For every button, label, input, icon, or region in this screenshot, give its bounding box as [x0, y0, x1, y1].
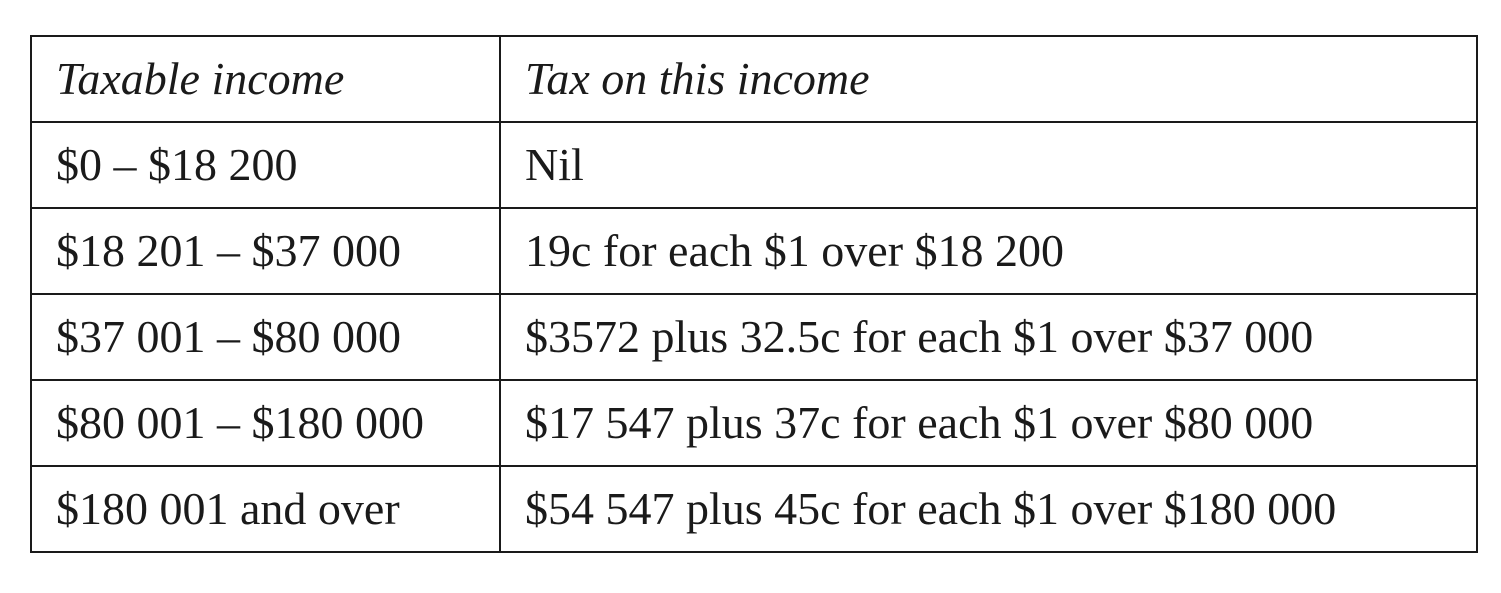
income-range-cell: $18 201 – $37 000	[30, 207, 501, 295]
tax-amount-cell: Nil	[499, 121, 1478, 209]
tax-amount-cell: $54 547 plus 45c for each $1 over $180 0…	[499, 465, 1478, 553]
tax-rates-table: Taxable income Tax on this income $0 – $…	[30, 35, 1478, 553]
tax-amount-cell: 19c for each $1 over $18 200	[499, 207, 1478, 295]
table-row: $37 001 – $80 000 $3572 plus 32.5c for e…	[30, 293, 1478, 381]
table-row: $0 – $18 200 Nil	[30, 121, 1478, 209]
tax-amount-cell: $3572 plus 32.5c for each $1 over $37 00…	[499, 293, 1478, 381]
income-range-cell: $80 001 – $180 000	[30, 379, 501, 467]
income-range-cell: $37 001 – $80 000	[30, 293, 501, 381]
table-row: $80 001 – $180 000 $17 547 plus 37c for …	[30, 379, 1478, 467]
income-range-cell: $0 – $18 200	[30, 121, 501, 209]
header-taxable-income: Taxable income	[30, 35, 501, 123]
table-row: $18 201 – $37 000 19c for each $1 over $…	[30, 207, 1478, 295]
table-row: $180 001 and over $54 547 plus 45c for e…	[30, 465, 1478, 553]
header-tax-on-income: Tax on this income	[499, 35, 1478, 123]
tax-amount-cell: $17 547 plus 37c for each $1 over $80 00…	[499, 379, 1478, 467]
income-range-cell: $180 001 and over	[30, 465, 501, 553]
table-header-row: Taxable income Tax on this income	[30, 35, 1478, 123]
